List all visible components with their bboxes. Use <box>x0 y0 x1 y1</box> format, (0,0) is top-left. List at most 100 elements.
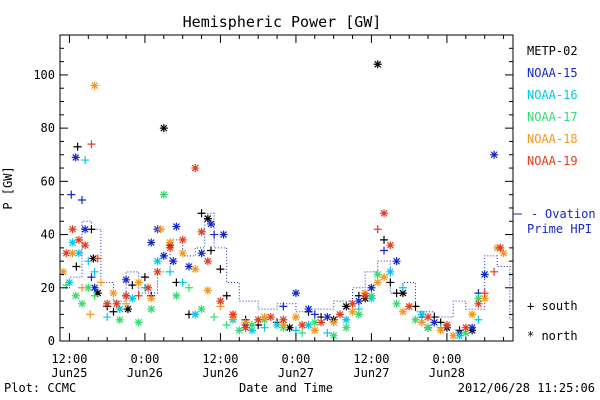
data-point-south <box>87 140 96 149</box>
data-point-north <box>93 289 102 298</box>
data-point-north <box>417 318 426 327</box>
x-tick-date-label: Jun26 <box>202 366 238 380</box>
data-point-north <box>354 297 363 306</box>
x-tick-time-label: 0:00 <box>281 352 310 366</box>
ovation-series <box>60 212 513 321</box>
data-point-north <box>411 315 420 324</box>
data-point-north <box>373 278 382 287</box>
data-point-north <box>115 305 124 314</box>
data-point-north <box>191 265 200 274</box>
data-point-south <box>216 265 225 274</box>
data-point-north <box>166 243 175 252</box>
data-point-south <box>380 246 389 255</box>
data-point-north <box>468 323 477 332</box>
y-axis-label: P [GW] <box>1 166 15 209</box>
data-point-north <box>68 249 77 258</box>
x-tick-date-label: Jun25 <box>51 366 87 380</box>
legend-entry: METP-02 <box>527 44 578 58</box>
data-point-north <box>59 267 68 276</box>
data-point-north <box>159 190 168 199</box>
data-point-north <box>197 227 206 236</box>
data-point-north <box>172 222 181 231</box>
data-point-north <box>203 214 212 223</box>
y-tick-label: 100 <box>33 68 55 82</box>
chart-title: Hemispheric Power [GW] <box>183 13 382 31</box>
data-point-north <box>134 318 143 327</box>
legend-entry: NOAA-16 <box>527 88 578 102</box>
data-point-south <box>210 313 219 322</box>
data-point-north <box>241 318 250 327</box>
legend-entry: NOAA-18 <box>527 132 578 146</box>
data-point-north <box>386 241 395 250</box>
data-point-north <box>342 315 351 324</box>
data-point-north <box>291 313 300 322</box>
data-point-south <box>279 302 288 311</box>
data-point-north <box>169 257 178 266</box>
y-axis: 0 20 40 60 80 100 <box>33 47 513 348</box>
data-point-north <box>329 331 338 340</box>
data-point-north <box>128 294 137 303</box>
data-point-north <box>184 262 193 271</box>
x-tick-time-label: 12:00 <box>202 352 238 366</box>
plot-border <box>59 34 514 342</box>
x-tick-date-label: Jun26 <box>127 366 163 380</box>
data-point-south <box>67 190 76 199</box>
y-tick-label: 0 <box>48 334 55 348</box>
data-point-south <box>78 195 87 204</box>
x-tick-time-label: 12:00 <box>51 352 87 366</box>
data-point-north <box>323 313 332 322</box>
legend-entry: NOAA-17 <box>527 110 578 124</box>
data-point-north <box>122 291 131 300</box>
data-point-north <box>490 150 499 159</box>
data-point-north <box>499 249 508 258</box>
data-point-north <box>81 241 90 250</box>
x-tick-date-label: Jun27 <box>353 366 389 380</box>
data-point-south <box>323 329 332 338</box>
data-point-north <box>279 315 288 324</box>
data-point-south <box>210 230 219 239</box>
data-point-south <box>93 254 102 263</box>
data-point-north <box>480 294 489 303</box>
ovation-legend-line1: Ovation <box>545 207 596 221</box>
data-point-north <box>285 323 294 332</box>
data-point-north <box>90 283 99 292</box>
data-point-north <box>373 270 382 279</box>
ovation-legend: - Ovation Prime HPI <box>513 207 596 236</box>
data-point-north <box>62 249 71 258</box>
data-point-north <box>417 310 426 319</box>
data-point-north <box>122 275 131 284</box>
x-tick-time-label: 12:00 <box>353 352 389 366</box>
data-point-north <box>442 321 451 330</box>
data-point-north <box>461 329 470 338</box>
data-point-south <box>128 281 137 290</box>
data-point-north <box>436 326 445 335</box>
data-point-south <box>197 209 206 218</box>
data-point-south <box>222 321 231 330</box>
data-point-north <box>474 299 483 308</box>
data-point-south <box>90 267 99 276</box>
data-point-south <box>72 262 81 271</box>
data-points <box>59 60 508 340</box>
data-point-north <box>480 270 489 279</box>
data-point-north <box>310 326 319 335</box>
y-tick-label: 40 <box>41 228 55 242</box>
footer-plot-credit: Plot: CCMC <box>4 381 76 395</box>
data-point-north <box>166 238 175 247</box>
data-point-north <box>153 257 162 266</box>
data-point-north <box>235 326 244 335</box>
ovation-step-line <box>60 212 513 321</box>
data-point-north <box>219 230 228 239</box>
data-point-south <box>166 267 175 276</box>
data-point-south <box>86 310 95 319</box>
data-point-north <box>279 321 288 330</box>
data-point-north <box>474 294 483 303</box>
data-point-south <box>178 278 187 287</box>
data-point-north <box>310 318 319 327</box>
legend-entry: NOAA-19 <box>527 154 578 168</box>
data-point-north <box>367 291 376 300</box>
data-point-north <box>455 331 464 340</box>
data-point-north <box>216 297 225 306</box>
data-point-north <box>147 305 156 314</box>
data-point-north <box>147 238 156 247</box>
data-point-north <box>191 310 200 319</box>
